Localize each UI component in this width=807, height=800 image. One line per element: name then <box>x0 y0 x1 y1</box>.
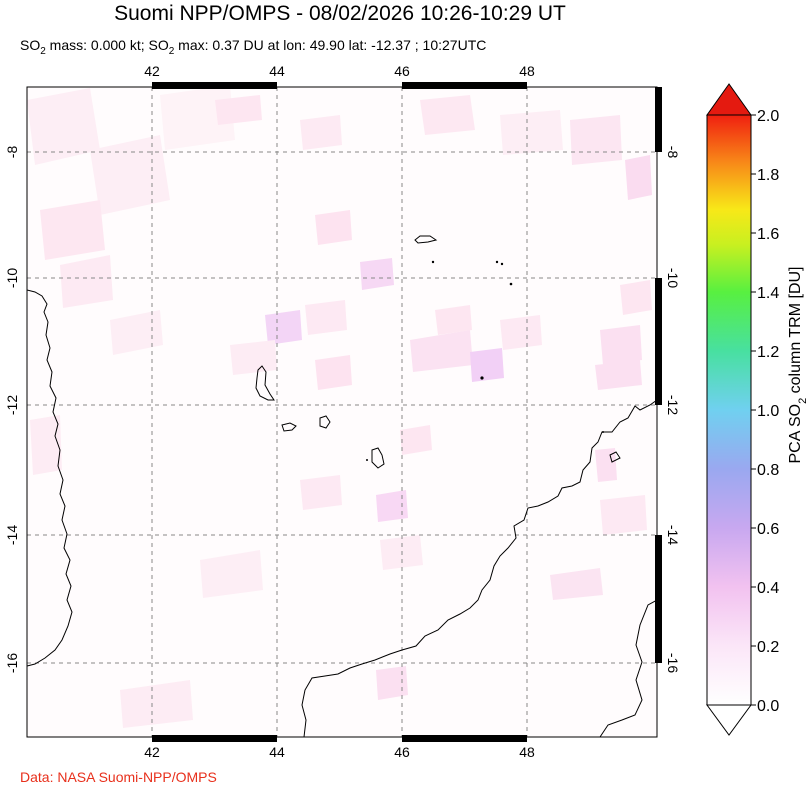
colorbar-title: PCA SO2 column TRM [DU] <box>787 267 807 464</box>
colorbar-tick-label: 1.8 <box>757 167 779 184</box>
so2-pixel-layer <box>27 87 652 728</box>
right-lat-label: -16 <box>665 653 681 673</box>
so2-summary: SO2 mass: 0.000 kt; SO2 max: 0.37 DU at … <box>20 37 486 57</box>
so2-mass-text: mass: 0.000 kt; SO <box>45 37 169 53</box>
colorbar-tick-label: 1.0 <box>757 403 779 420</box>
madagascar-coastline <box>301 399 657 737</box>
nosy-be-island <box>609 451 621 463</box>
right-lat-label: -10 <box>665 268 681 288</box>
frame-lon-bars <box>152 82 527 742</box>
so2-max-subscript: 2 <box>168 45 175 57</box>
graticule <box>27 87 657 737</box>
so2-mass-prefix: SO <box>20 37 41 53</box>
colorbar-tick-label: 0.0 <box>757 698 779 715</box>
map-frame <box>26 86 658 738</box>
colorbar-tick-label: 1.6 <box>757 226 779 243</box>
top-lon-label: 46 <box>394 63 410 79</box>
data-credit: Data: NASA Suomi-NPP/OMPS <box>20 769 217 785</box>
so2-mass-subscript: 2 <box>40 45 46 57</box>
left-lat-label: -16 <box>4 653 20 673</box>
colorbar-tick-label: 0.2 <box>757 639 779 656</box>
colorbar-tick-label: 0.8 <box>757 462 779 479</box>
left-lat-label: -12 <box>4 395 20 415</box>
right-lat-label: -14 <box>665 525 681 545</box>
colorbar-tick-label: 1.2 <box>757 344 779 361</box>
mayotte-island <box>371 447 385 469</box>
colorbar-gradient <box>706 114 752 706</box>
colorbar-tick-label: 1.4 <box>757 285 779 302</box>
left-lat-label: -10 <box>4 268 20 288</box>
bottom-lon-label: 48 <box>519 744 535 760</box>
right-lat-label: -12 <box>665 395 681 415</box>
anjouan-island <box>319 415 331 429</box>
top-lon-label: 48 <box>519 63 535 79</box>
colorbar: 2.0 1.8 1.6 1.4 1.2 1.0 0.8 0.6 0.4 0.2 … <box>706 83 807 736</box>
coastlines <box>27 235 657 737</box>
top-lon-label: 44 <box>269 63 285 79</box>
colorbar-tick-label: 0.6 <box>757 521 779 538</box>
bottom-lon-label: 44 <box>269 744 285 760</box>
bottom-lon-label: 46 <box>394 744 410 760</box>
colorbar-ticks <box>751 114 756 706</box>
moheli-island <box>281 422 297 432</box>
small-islets <box>366 260 604 461</box>
colorbar-tick-label: 0.4 <box>757 580 779 597</box>
bottom-lon-label: 42 <box>144 744 160 760</box>
frame-lat-bars <box>655 87 662 663</box>
glorioso-islands <box>414 235 438 244</box>
so2-max-text: max: 0.37 DU at lon: 49.90 lat: -12.37 ;… <box>174 37 487 53</box>
map-title: Suomi NPP/OMPS - 08/02/2026 10:26-10:29 … <box>114 2 566 25</box>
colorbar-max-arrow <box>706 83 752 116</box>
africa-coastline <box>27 289 73 667</box>
left-lat-label: -14 <box>4 525 20 545</box>
top-lon-label: 42 <box>144 63 160 79</box>
colorbar-tick-label: 2.0 <box>757 108 779 125</box>
grande-comore-island <box>255 365 275 401</box>
left-lat-label: -8 <box>4 146 20 159</box>
right-lat-label: -8 <box>665 146 681 159</box>
colorbar-min-arrow <box>706 704 752 736</box>
